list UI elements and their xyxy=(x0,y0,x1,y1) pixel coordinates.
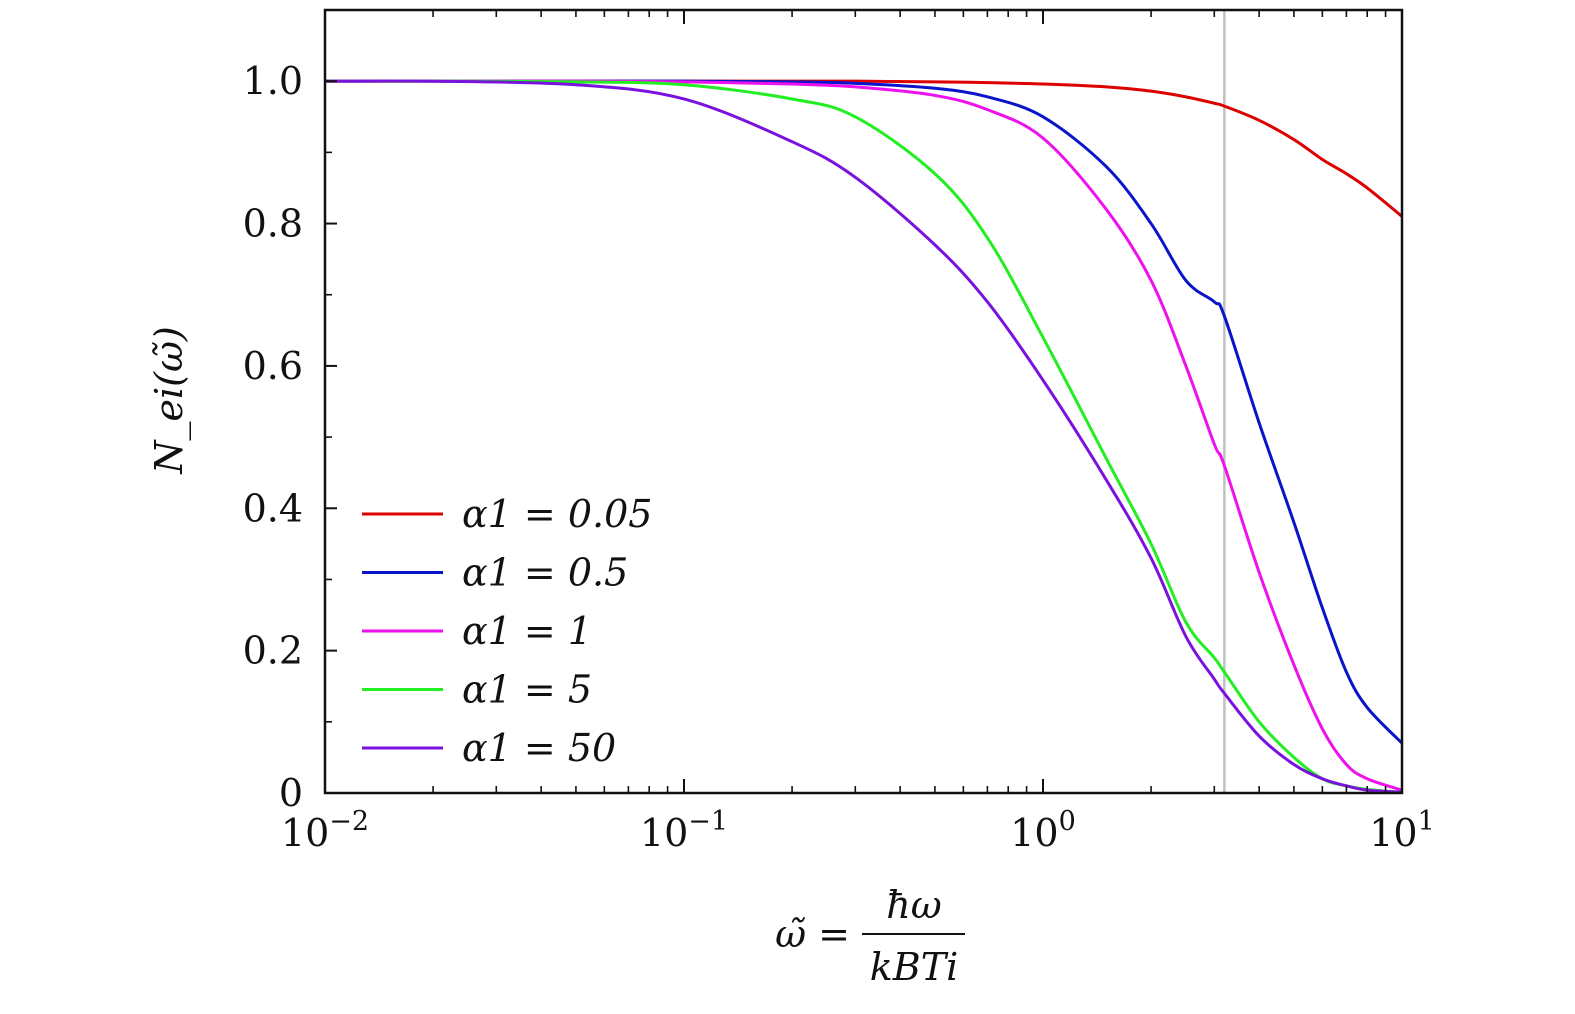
x-tick-label: 101 xyxy=(1369,806,1435,855)
x-tick-label: 100 xyxy=(1010,806,1076,855)
legend-label-5: α1 = 50 xyxy=(462,726,616,770)
y-tick-label: 0.6 xyxy=(243,344,303,388)
y-axis-label: N_ei(ω̃) xyxy=(147,326,192,475)
x-tick-label: 10−2 xyxy=(281,806,369,855)
y-axis-label-text: N_ei(ω̃) xyxy=(147,326,192,475)
tick-layer: 10−2 10−1 100 101 0 0.2 0.4 0.6 0.8 1.0 xyxy=(243,9,1435,855)
series-line-1 xyxy=(325,79,1403,218)
legend-label-2: α1 = 0.5 xyxy=(462,551,628,595)
plot-frame xyxy=(323,8,1404,795)
y-tick-label: 0.4 xyxy=(243,486,303,530)
series-layer xyxy=(324,79,1404,794)
x-tick-label: 10−1 xyxy=(640,806,728,855)
x-axis-label-lhs: ω̃ = xyxy=(775,912,850,956)
x-axis-label-numerator: ħω xyxy=(886,883,941,927)
legend: α1 = 0.05 α1 = 0.5 α1 = 1 α1 = 5 α1 = 50 xyxy=(362,492,652,770)
series-line-5 xyxy=(324,79,1403,794)
legend-label-4: α1 = 5 xyxy=(462,668,592,712)
series-line-4 xyxy=(324,79,1403,794)
y-tick-label: 1.0 xyxy=(243,59,303,103)
series-line-3 xyxy=(325,79,1403,792)
y-tick-label: 0.2 xyxy=(243,629,303,673)
legend-label-1: α1 = 0.05 xyxy=(462,492,652,536)
x-axis-label: ω̃ = ħω kBTi xyxy=(775,883,965,989)
legend-label-3: α1 = 1 xyxy=(462,609,592,653)
y-tick-label: 0 xyxy=(279,771,303,815)
x-axis-label-denominator: kBTi xyxy=(870,945,958,989)
y-tick-label: 0.8 xyxy=(243,202,303,246)
